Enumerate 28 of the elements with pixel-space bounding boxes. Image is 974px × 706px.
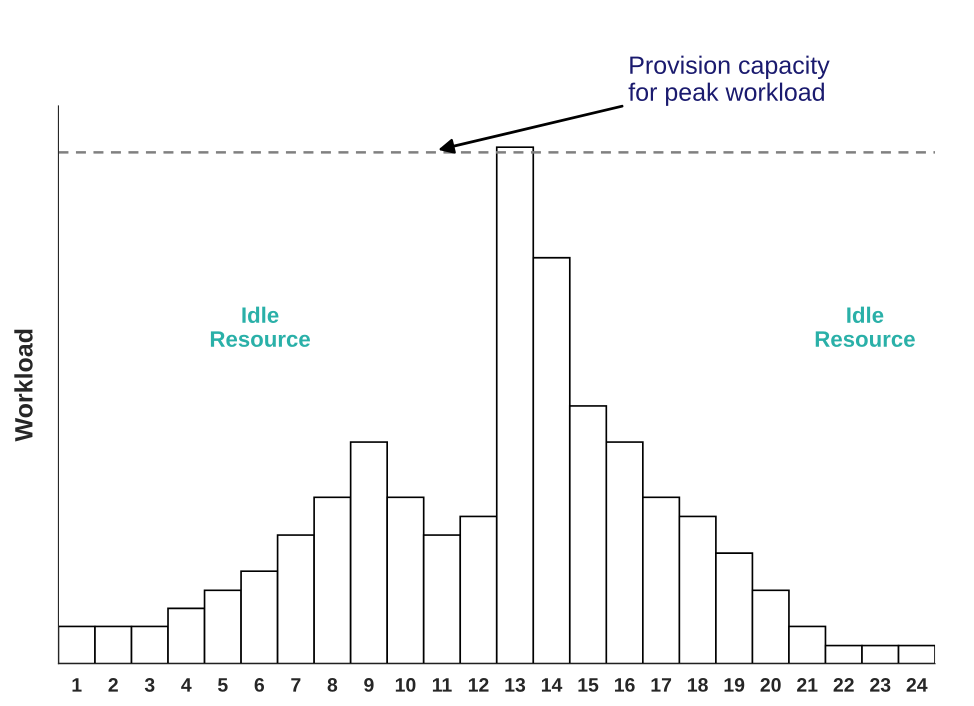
x-tick-label: 2 [108, 678, 118, 692]
annotation: Idle Resource [816, 306, 915, 347]
x-tick-label: 19 [724, 678, 744, 692]
x-tick-label: 3 [144, 678, 154, 692]
y-axis-title: Workload [14, 330, 33, 442]
x-tick-label: 23 [870, 678, 890, 692]
x-tick-label: 4 [181, 678, 192, 692]
x-tick-label: 8 [328, 678, 338, 692]
annotation: Idle Resource [210, 306, 310, 347]
x-tick-label: 14 [542, 678, 562, 692]
x-tick-label: 24 [906, 678, 928, 692]
x-tick-label: 9 [364, 678, 374, 692]
x-tick-label: 20 [760, 678, 781, 692]
x-tick-label: 15 [578, 678, 598, 692]
x-tick-label: 5 [218, 678, 228, 692]
x-tick-label: 13 [505, 678, 526, 692]
x-tick-label: 10 [396, 678, 416, 692]
x-tick-label: 22 [834, 678, 854, 692]
x-tick-label: 11 [432, 678, 452, 692]
x-tick-label: 7 [291, 678, 300, 692]
x-tick-label: 12 [468, 678, 489, 692]
text: Provision capacity for peak workload [628, 56, 830, 106]
x-tick-label: 17 [652, 678, 672, 692]
x-tick-label: 16 [614, 678, 635, 692]
x-tick-label: 1 [72, 678, 82, 692]
x-tick-label: 6 [254, 678, 264, 692]
x-tick-label: 18 [688, 678, 708, 692]
x-tick-label: 21 [797, 678, 818, 692]
